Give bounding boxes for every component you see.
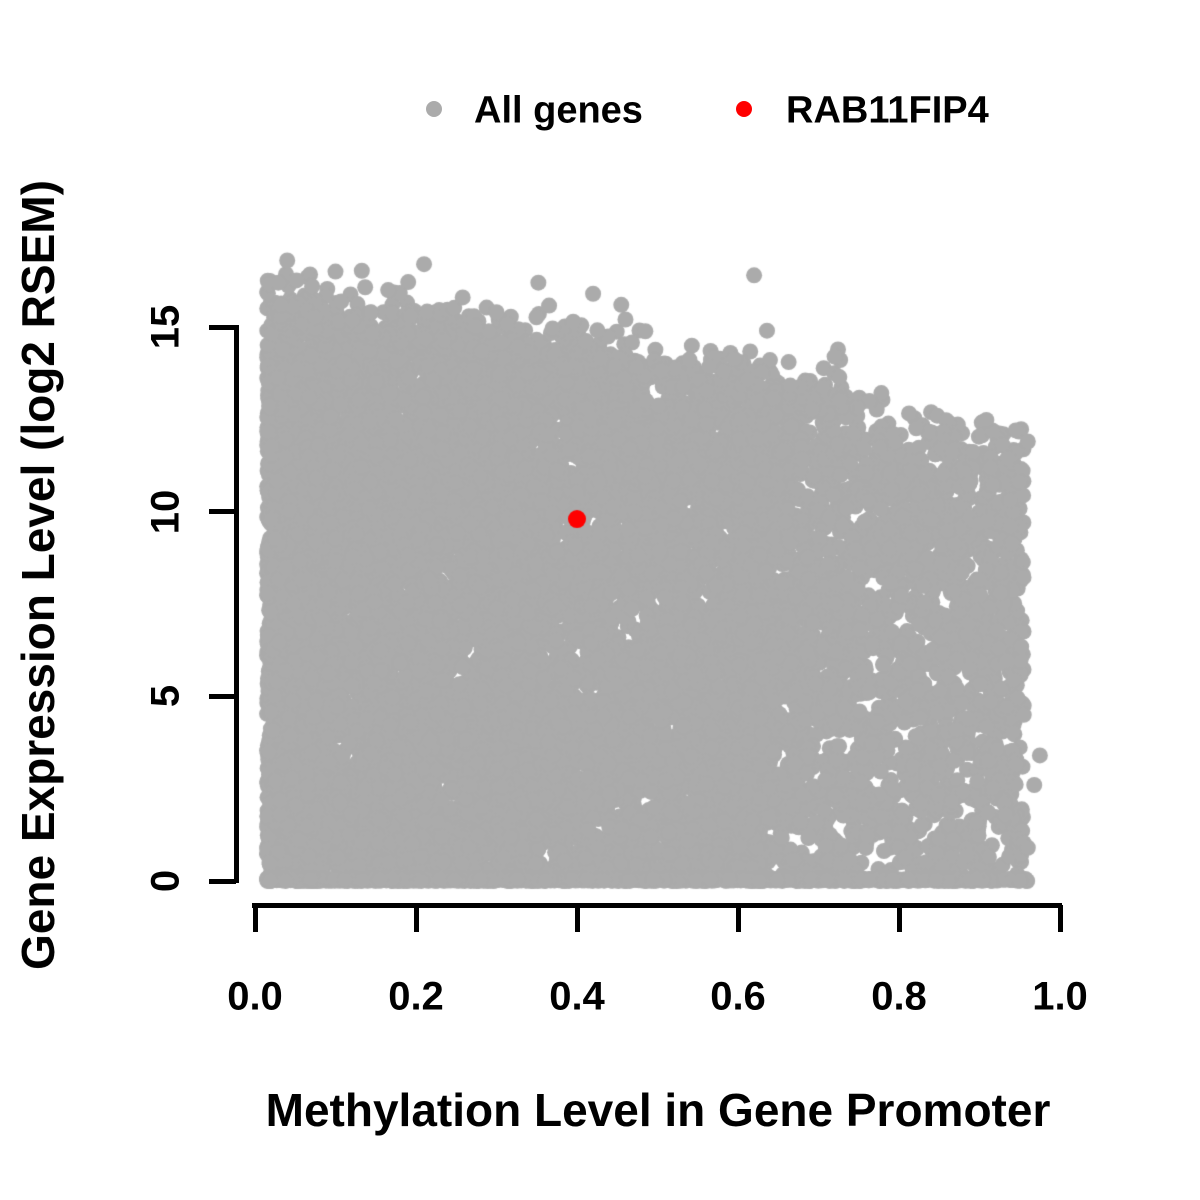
- y-tick-label: 5: [143, 684, 188, 708]
- y-tick-label: 10: [143, 489, 188, 535]
- x-tick-label: 0.8: [871, 974, 927, 1019]
- x-tick-mark: [253, 905, 258, 932]
- y-tick-mark: [209, 325, 236, 330]
- x-tick-mark: [414, 905, 419, 932]
- x-tick-mark: [575, 905, 580, 932]
- y-tick-mark: [209, 509, 236, 514]
- x-axis-line: [252, 903, 1062, 908]
- x-tick-mark: [897, 905, 902, 932]
- x-tick-label: 0.2: [388, 974, 444, 1019]
- x-tick-label: 0.6: [710, 974, 766, 1019]
- x-tick-label: 0.4: [549, 974, 605, 1019]
- y-axis-line: [234, 325, 239, 883]
- y-axis-title: Gene Expression Level (log2 RSEM): [12, 180, 64, 970]
- y-tick-label: 0: [143, 869, 188, 893]
- y-tick-label: 15: [143, 304, 188, 350]
- legend-rab11fip4-dot-icon: [736, 101, 752, 117]
- x-tick-label: 1.0: [1032, 974, 1088, 1019]
- x-axis-title: Methylation Level in Gene Promoter: [265, 1084, 1051, 1136]
- y-tick-mark: [209, 694, 236, 699]
- x-tick-mark: [736, 905, 741, 932]
- legend-rab11fip4-label: RAB11FIP4: [786, 89, 989, 132]
- x-tick-mark: [1058, 905, 1063, 932]
- legend-all-genes-dot-icon: [426, 101, 442, 117]
- y-tick-mark: [209, 879, 236, 884]
- x-tick-label: 0.0: [227, 974, 283, 1019]
- legend-all-genes-label: All genes: [474, 89, 643, 132]
